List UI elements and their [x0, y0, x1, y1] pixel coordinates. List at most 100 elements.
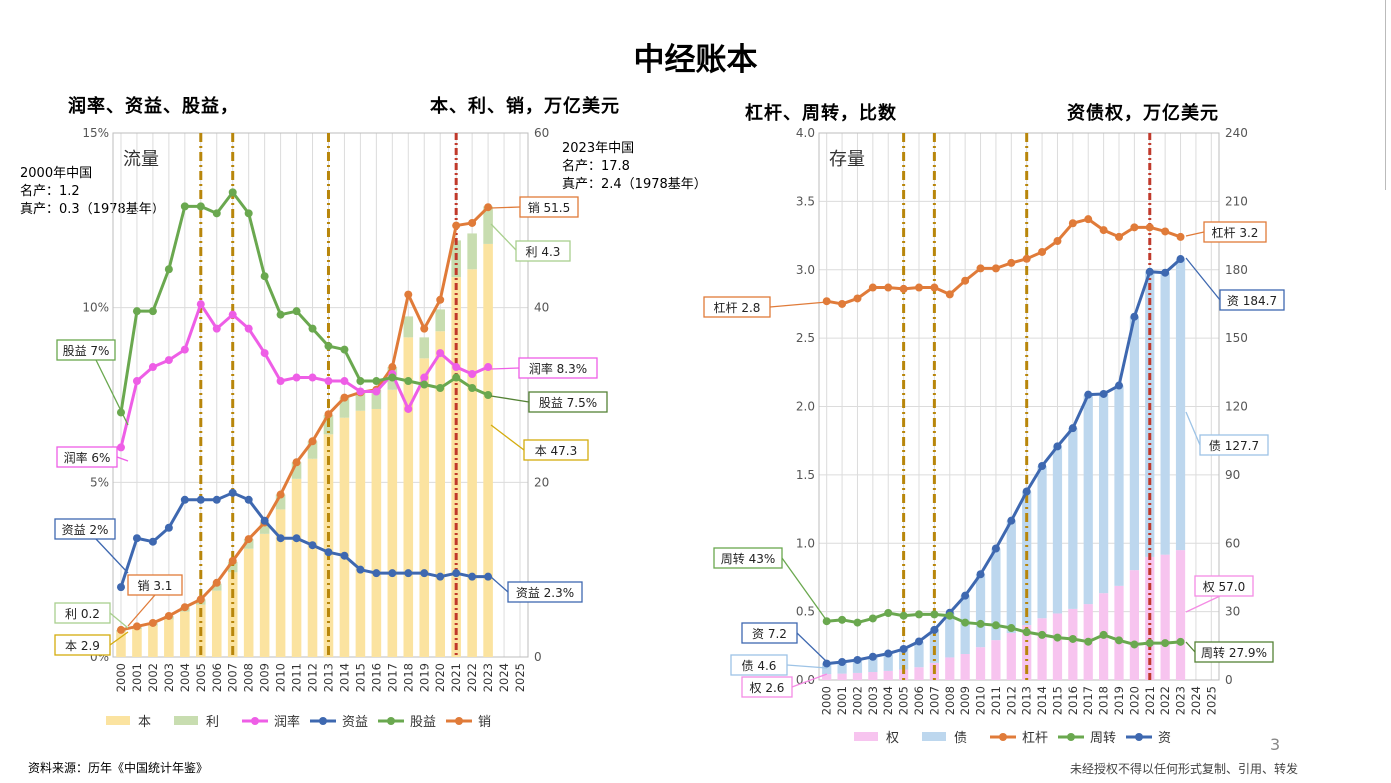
x-tick-label: 2024 — [497, 663, 511, 692]
point-周转 — [991, 621, 1000, 630]
x-tick-label: 2004 — [178, 663, 192, 692]
note-2023-line: 2023年中国 — [562, 141, 635, 156]
bar-利 — [403, 316, 414, 338]
callout-box — [713, 547, 783, 569]
bar-利 — [435, 309, 445, 332]
point-润率 — [260, 349, 269, 358]
point-销 — [436, 295, 445, 304]
bar-债 — [852, 659, 863, 673]
bar-债 — [1099, 393, 1109, 594]
x-tick-label: 2014 — [337, 663, 351, 692]
point-资益 — [404, 569, 413, 578]
point-润率 — [164, 356, 173, 365]
callout-box — [56, 446, 118, 468]
point-资益 — [116, 583, 125, 592]
point-销 — [308, 437, 317, 446]
point-资益 — [420, 569, 429, 578]
left-subtitle-amounts: 本、利、销，万亿美元 — [430, 96, 620, 117]
x-tick-label: 2025 — [513, 663, 527, 692]
callout-label: 利 0.2 — [65, 607, 100, 621]
callout-label: 利 4.3 — [526, 245, 561, 259]
callout-label: 债 4.6 — [742, 659, 777, 673]
point-周转 — [976, 619, 985, 628]
point-资益 — [324, 548, 333, 557]
point-销 — [228, 556, 237, 565]
bar-权 — [1160, 554, 1170, 680]
y-left-tick-label: 0.5 — [796, 605, 815, 619]
point-资 — [930, 625, 939, 634]
bar-本 — [387, 389, 398, 657]
point-周转 — [1022, 628, 1031, 637]
point-销 — [324, 410, 333, 419]
x-tick-label: 2012 — [1004, 686, 1018, 715]
callout-box — [519, 196, 579, 218]
x-tick-label: 2020 — [433, 663, 447, 692]
callout-leader — [1185, 231, 1205, 237]
source-note: 资料来源：历年《中国统计年鉴》 — [28, 761, 209, 775]
point-周转 — [1176, 637, 1185, 646]
note-2000-line: 2000年中国 — [20, 166, 93, 181]
bar-债 — [991, 548, 1001, 641]
y-right-tick-label: 40 — [534, 301, 549, 315]
point-销 — [164, 611, 173, 620]
point-周转 — [853, 618, 862, 627]
y-right-tick-label: 210 — [1225, 194, 1248, 208]
bar-本 — [371, 408, 382, 657]
callout-leader — [791, 673, 828, 688]
point-销 — [244, 535, 253, 544]
point-销 — [180, 603, 189, 612]
bar-利 — [483, 206, 493, 244]
bar-本 — [403, 337, 414, 657]
point-股益 — [388, 373, 397, 382]
point-股益 — [228, 188, 237, 197]
point-资 — [1145, 267, 1154, 276]
point-杠杆 — [1115, 232, 1123, 241]
point-杠杆 — [1084, 215, 1093, 224]
x-tick-label: 2010 — [274, 663, 288, 692]
callout-leader — [109, 631, 129, 646]
bar-本 — [180, 611, 190, 657]
callout-label: 债 127.7 — [1209, 439, 1259, 453]
callout-leader — [1185, 411, 1201, 446]
x-tick-label: 2009 — [958, 686, 972, 715]
point-股益 — [404, 377, 413, 386]
callout-box — [1194, 575, 1254, 597]
callout-label: 销 3.1 — [138, 579, 173, 593]
point-资益 — [356, 565, 365, 574]
point-股益 — [164, 265, 173, 274]
right-subtitle-amounts: 资债权，万亿美元 — [1067, 103, 1219, 124]
bar-本 — [243, 548, 254, 657]
callout-leader — [116, 456, 129, 462]
x-tick-label: 2002 — [146, 663, 160, 692]
bar-本 — [339, 417, 350, 657]
callout-leader — [490, 576, 509, 593]
legend-label: 周转 — [1090, 731, 1116, 745]
point-周转 — [884, 608, 893, 617]
legend-swatch — [319, 717, 327, 725]
point-销 — [484, 203, 493, 212]
callout-label: 权 57.0 — [1203, 580, 1246, 594]
y-right-tick-label: 30 — [1225, 605, 1240, 619]
bar-本 — [291, 478, 302, 657]
callout-leader — [109, 612, 129, 629]
y-left-tick-label: 2.0 — [796, 400, 815, 414]
y-left-tick-label: 15% — [82, 126, 109, 140]
line-资益 — [119, 491, 489, 588]
y-right-tick-label: 120 — [1225, 400, 1248, 414]
point-周转 — [1161, 639, 1170, 648]
point-销 — [212, 578, 221, 587]
y-left-tick-label: 1.5 — [796, 468, 815, 482]
bar-利 — [467, 233, 477, 270]
point-资益 — [388, 569, 397, 578]
point-周转 — [1130, 640, 1139, 649]
point-周转 — [1099, 630, 1108, 639]
point-杠杆 — [1099, 226, 1108, 235]
bar-债 — [914, 641, 924, 668]
panel-label: 流量 — [123, 149, 159, 170]
point-杠杆 — [1038, 247, 1047, 256]
point-销 — [148, 618, 157, 627]
point-资 — [868, 652, 877, 661]
line-资 — [826, 257, 1182, 666]
x-tick-label: 2016 — [1066, 686, 1080, 715]
callout-box — [507, 581, 583, 603]
